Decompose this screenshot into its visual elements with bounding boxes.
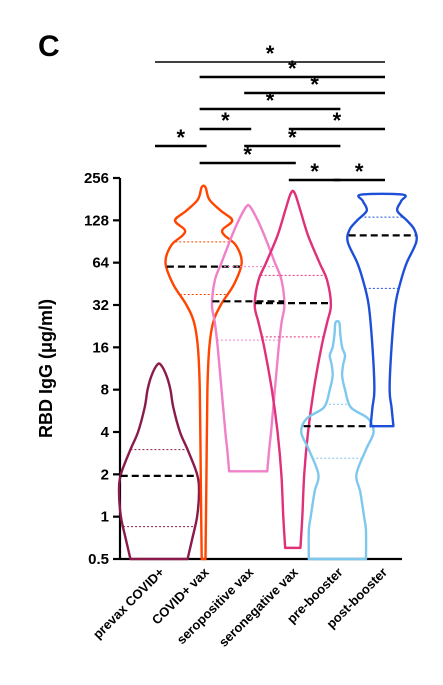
violin-series [117, 362, 201, 561]
y-tick-label: 8 [101, 382, 109, 399]
significance-star: * [266, 88, 275, 113]
y-tick-label: 1 [101, 509, 109, 526]
significance-star: * [243, 142, 252, 167]
violin-outline [164, 184, 243, 561]
significance-star: * [177, 125, 186, 150]
significance-star: * [355, 159, 364, 184]
significance-bracket: * [199, 56, 385, 81]
y-tick-label: 4 [101, 424, 110, 441]
y-tick-label: 2 [101, 466, 109, 483]
y-axis-ticks: 0.5 1 2 4 8 16 32 64 128 256 [84, 170, 120, 568]
violin-series [346, 192, 418, 428]
significance-star: * [310, 159, 319, 184]
significance-star: * [333, 108, 342, 133]
x-category-label: seropositive vax [174, 564, 257, 647]
violin-series [210, 203, 286, 473]
significance-bracket: * [333, 159, 385, 184]
significance-bracket: * [155, 125, 207, 150]
significance-bracket: * [155, 41, 385, 66]
violin-outline [346, 192, 418, 428]
significance-star: * [221, 108, 230, 133]
violin-series [300, 319, 375, 561]
significance-bracket: * [199, 88, 341, 113]
significance-bracket: * [288, 159, 341, 184]
x-category-label: seronegative vax [216, 564, 302, 650]
violin-outline [117, 362, 201, 561]
y-tick-label: 32 [92, 297, 109, 314]
x-category-label: prevax COVID+ [90, 564, 168, 642]
significance-star: * [288, 56, 297, 81]
significance-brackets: * * * * * * * * * * * [155, 41, 385, 184]
violin-outline [300, 319, 375, 561]
y-tick-label: 256 [84, 170, 109, 187]
significance-star: * [288, 125, 297, 150]
significance-bracket: * [288, 108, 385, 133]
violin-outline [253, 189, 333, 550]
y-tick-label: 64 [92, 255, 109, 272]
y-tick-label: 16 [92, 339, 109, 356]
significance-bracket: * [244, 72, 385, 97]
panel-letter: C [38, 30, 60, 63]
significance-bracket: * [199, 142, 296, 167]
violin-series [253, 189, 333, 550]
significance-star: * [266, 41, 275, 66]
significance-bracket: * [244, 125, 341, 150]
y-tick-label: 0.5 [88, 551, 109, 568]
y-axis-title: RBD IgG (μg/ml) [36, 299, 56, 438]
significance-star: * [310, 72, 319, 97]
y-tick-label: 128 [84, 212, 109, 229]
violin-series-group [117, 184, 418, 561]
violin-outline [210, 203, 286, 473]
significance-bracket: * [199, 108, 252, 133]
